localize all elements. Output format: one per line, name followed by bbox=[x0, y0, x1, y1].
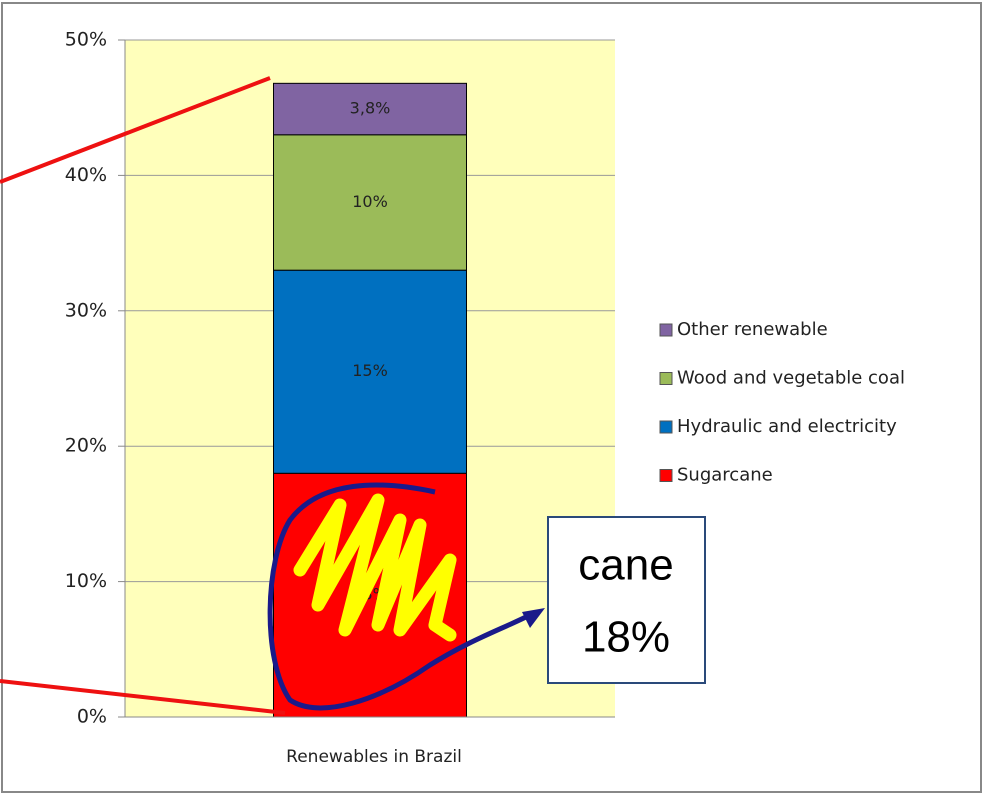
x-tick-label: Renewables in Brazil bbox=[286, 747, 462, 767]
y-tick-label: 0% bbox=[77, 706, 107, 728]
y-tick-label: 10% bbox=[65, 570, 107, 592]
annotation-box bbox=[547, 516, 706, 684]
y-tick-label: 40% bbox=[65, 164, 107, 186]
legend-label: Wood and vegetable coal bbox=[677, 368, 905, 389]
y-tick-label: 20% bbox=[65, 435, 107, 457]
bar-segment bbox=[273, 269, 467, 474]
legend-label: Other renewable bbox=[677, 319, 828, 340]
scribble bbox=[293, 493, 457, 642]
legend-swatch bbox=[659, 372, 673, 385]
bar-segment bbox=[273, 134, 467, 271]
bar-segment bbox=[273, 82, 467, 136]
legend-label: Sugarcane bbox=[677, 465, 773, 486]
data-label: 10% bbox=[352, 192, 388, 211]
legend-swatch bbox=[659, 323, 673, 337]
zoom-line bbox=[0, 679, 286, 715]
annotation-text: 18% bbox=[582, 613, 670, 662]
data-label: 3,8% bbox=[350, 99, 391, 118]
y-tick-label: 30% bbox=[65, 299, 107, 321]
legend-label: Hydraulic and electricity bbox=[677, 416, 897, 437]
annotation-text: cane bbox=[578, 541, 673, 590]
legend-swatch bbox=[659, 420, 673, 434]
arrow-head bbox=[522, 608, 545, 628]
zoom-line bbox=[0, 76, 271, 184]
legend-swatch bbox=[659, 469, 673, 482]
data-label: 15% bbox=[352, 361, 388, 380]
annotation-curve bbox=[267, 482, 532, 711]
y-tick-label: 50% bbox=[65, 29, 107, 51]
